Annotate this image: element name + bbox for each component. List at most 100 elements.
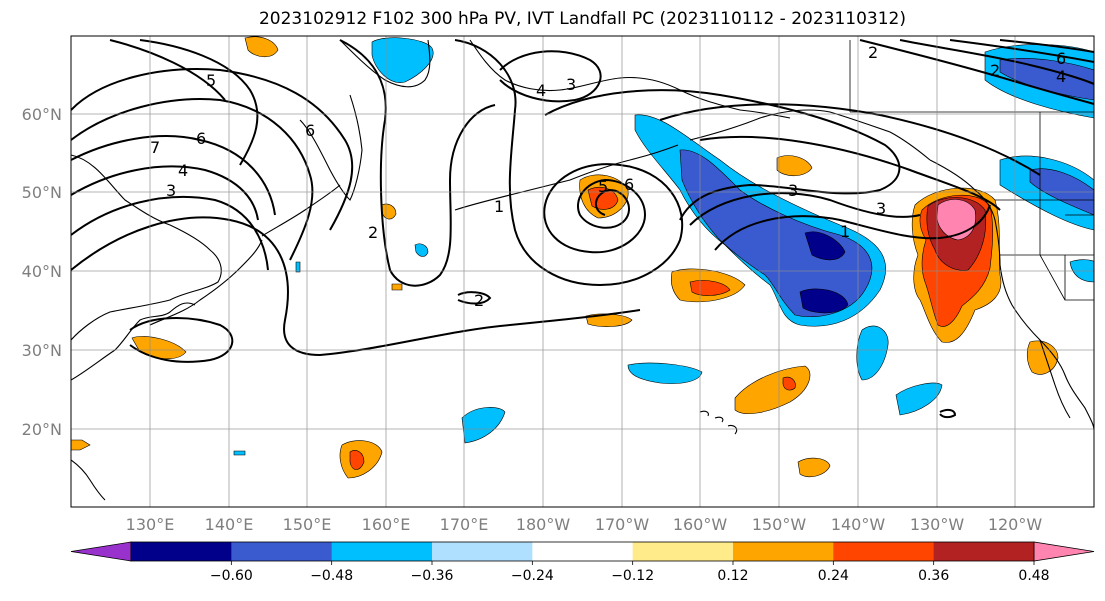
contour-line	[71, 98, 314, 261]
colorbar-frame	[130, 541, 1035, 562]
colorbar-segment	[432, 542, 533, 561]
lon-label: 170°E	[440, 515, 489, 534]
lon-label: 150°W	[752, 515, 807, 534]
coastline-japan	[149, 239, 263, 326]
coastline-alaska-south	[689, 109, 931, 161]
colorbar: −0.60 −0.48 −0.36 −0.24 −0.12 0.12 0.24 0.36 0.4…	[70, 541, 1095, 584]
negative-region	[804, 231, 846, 261]
colorbar-segment	[733, 542, 834, 561]
plot-frame	[70, 35, 1095, 508]
negative-region	[371, 37, 434, 83]
contour-label: 2	[368, 223, 378, 242]
contour-label: 1	[494, 197, 504, 216]
contour-label: 6	[624, 175, 634, 194]
contour-label: 6	[196, 129, 206, 148]
colorbar-tick-label: −0.24	[511, 568, 554, 584]
colorbar-tick-label: 0.36	[918, 568, 949, 584]
lon-label: 160°W	[673, 515, 728, 534]
contour-label: 4	[178, 161, 188, 180]
lon-label: 170°W	[595, 515, 650, 534]
coastline-canada	[929, 159, 996, 221]
lon-label: 160°E	[362, 515, 411, 534]
contour-line	[689, 192, 921, 226]
pv-contours	[71, 39, 1094, 419]
coastline-asia	[71, 154, 222, 341]
lat-label: 60°N	[22, 105, 62, 124]
contour-label: 6	[1056, 49, 1066, 68]
coastline-hawaii	[699, 410, 738, 435]
lat-label: 50°N	[22, 183, 62, 202]
contour-line	[544, 89, 901, 221]
negative-region	[627, 362, 703, 384]
contour-line	[899, 39, 1094, 85]
coastline-kurils	[261, 184, 341, 237]
contour-line	[129, 317, 234, 363]
contour-line	[499, 50, 602, 103]
contour-label: 4	[1056, 67, 1066, 86]
contour-line	[109, 39, 226, 101]
positive-region	[381, 203, 397, 220]
coastline-korea-china	[71, 302, 196, 381]
colorbar-tick-label: 0.24	[818, 568, 849, 584]
contour-label: 1	[840, 222, 850, 241]
contour-line	[859, 39, 1094, 105]
contour-label: 5	[206, 71, 216, 90]
contour-line	[949, 39, 1094, 63]
coastline-alaska	[469, 39, 791, 119]
negative-region	[895, 382, 943, 416]
contour-line	[71, 195, 269, 271]
coastline-baja	[1039, 339, 1071, 419]
state-border	[1039, 200, 1066, 301]
contour-line	[71, 216, 641, 357]
positive-region	[776, 155, 813, 177]
lon-label: 150°E	[283, 515, 332, 534]
contour-line	[714, 204, 991, 251]
negative-region	[999, 58, 1094, 101]
contour-label: 2	[474, 291, 484, 310]
positive-region	[782, 376, 796, 391]
negative-region	[414, 243, 429, 257]
positive-region	[71, 439, 91, 451]
lat-label: 40°N	[22, 262, 62, 281]
positive-region	[585, 313, 633, 327]
colorbar-segment	[532, 542, 634, 561]
contour-line	[139, 39, 259, 166]
colorbar-tick-label: −0.36	[411, 568, 454, 584]
lat-label: 20°N	[22, 420, 62, 439]
colorbar-segment	[933, 542, 1035, 561]
coastline-chukotka	[339, 39, 431, 88]
colorbar-tick-label: 0.48	[1018, 568, 1049, 584]
longitude-axis: 130°E 140°E 150°E 160°E 170°E 180°W 170°…	[126, 515, 1043, 534]
state-border	[1064, 255, 1094, 301]
coastline-aleutians	[454, 144, 679, 211]
political-borders	[849, 40, 1094, 301]
coastline-kamchatka	[299, 94, 363, 201]
negative-region	[461, 407, 506, 444]
lon-label: 130°E	[126, 515, 175, 534]
contour-line	[71, 68, 354, 231]
lon-label: 120°W	[988, 515, 1043, 534]
positive-region	[936, 199, 976, 241]
colorbar-tick-label: 0.12	[717, 568, 748, 584]
contour-label: 5	[598, 177, 608, 196]
lon-label: 130°W	[910, 515, 965, 534]
colorbar-segment	[231, 542, 333, 561]
contour-line	[939, 408, 957, 419]
negative-region	[233, 450, 246, 456]
lon-label: 140°E	[205, 515, 254, 534]
contour-line	[71, 135, 276, 216]
latitude-axis: 60°N 50°N 40°N 30°N 20°N	[22, 105, 62, 439]
colorbar-segment	[331, 542, 433, 561]
colorbar-extend-max	[1033, 541, 1095, 562]
contour-label: 7	[150, 138, 160, 157]
positive-region	[797, 457, 831, 478]
contour-line	[999, 39, 1094, 53]
colorbar-segment	[632, 542, 734, 561]
colorbar-tick-label: −0.48	[310, 568, 353, 584]
positive-region	[391, 283, 403, 291]
contour-labels: 5 6 7 6 4 3 2 2 1 4 3 2 5 6 3 1 3 2 6 4	[150, 43, 1066, 310]
contour-line	[454, 39, 684, 287]
contour-label: 6	[305, 121, 315, 140]
coastlines	[71, 39, 1094, 501]
